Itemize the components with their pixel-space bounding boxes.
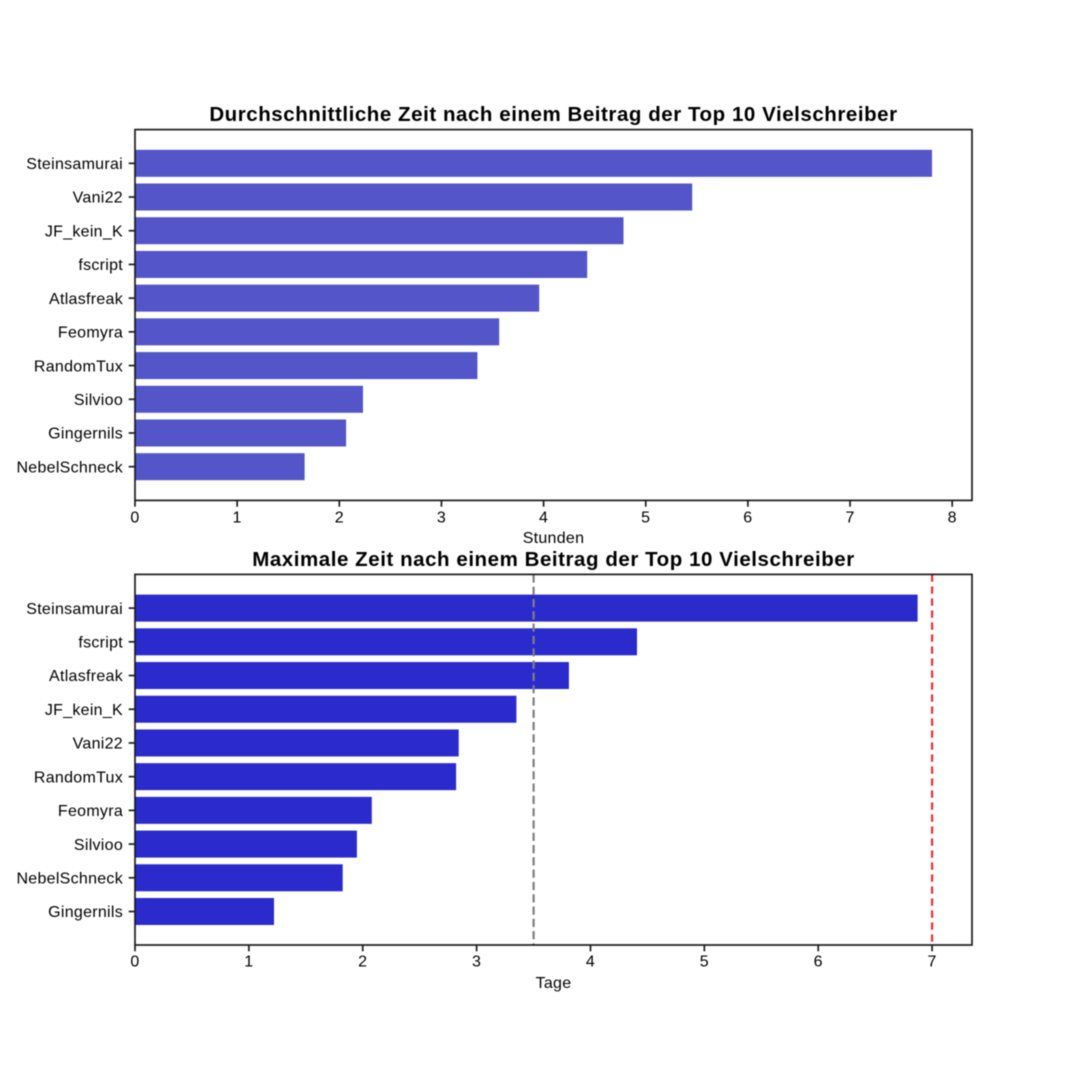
svg-text:Tage: Tage [536,975,572,992]
svg-text:7: 7 [927,954,936,971]
svg-text:NebelSchneck: NebelSchneck [16,459,123,476]
svg-text:RandomTux: RandomTux [34,358,123,375]
svg-text:Steinsamurai: Steinsamurai [26,156,123,173]
svg-text:Steinsamurai: Steinsamurai [26,601,123,618]
svg-text:Silvioo: Silvioo [74,392,123,409]
svg-text:fscript: fscript [78,257,123,274]
svg-text:2: 2 [358,954,367,971]
svg-text:0: 0 [130,954,139,971]
svg-text:Silvioo: Silvioo [74,837,123,854]
svg-text:Atlasfreak: Atlasfreak [49,291,124,308]
svg-text:JF_kein_K: JF_kein_K [45,223,123,240]
svg-text:6: 6 [743,509,752,526]
svg-text:Stunden: Stunden [523,530,585,547]
svg-text:Vani22: Vani22 [73,190,123,207]
svg-text:RandomTux: RandomTux [34,769,123,786]
svg-text:2: 2 [335,509,344,526]
svg-text:1: 1 [244,954,253,971]
svg-text:Gingernils: Gingernils [48,904,123,921]
svg-text:1: 1 [233,509,242,526]
svg-text:0: 0 [130,509,139,526]
svg-text:Gingernils: Gingernils [48,426,123,443]
svg-text:NebelSchneck: NebelSchneck [16,870,123,887]
svg-text:5: 5 [641,509,650,526]
svg-text:Feomyra: Feomyra [58,325,123,342]
svg-text:4: 4 [539,509,548,526]
svg-text:JF_kein_K: JF_kein_K [45,702,123,719]
svg-text:6: 6 [814,954,823,971]
svg-text:3: 3 [472,954,481,971]
svg-text:3: 3 [437,509,446,526]
svg-text:fscript: fscript [78,635,123,652]
svg-text:5: 5 [700,954,709,971]
svg-text:7: 7 [845,509,854,526]
svg-text:Durchschnittliche Zeit nach ei: Durchschnittliche Zeit nach einem Beitra… [209,103,897,126]
svg-text:Atlasfreak: Atlasfreak [49,668,124,685]
svg-text:4: 4 [586,954,595,971]
svg-text:Maximale Zeit nach einem Beitr: Maximale Zeit nach einem Beitrag der Top… [252,548,855,571]
svg-text:8: 8 [948,509,957,526]
svg-text:Vani22: Vani22 [73,736,123,753]
svg-text:Feomyra: Feomyra [58,803,123,820]
